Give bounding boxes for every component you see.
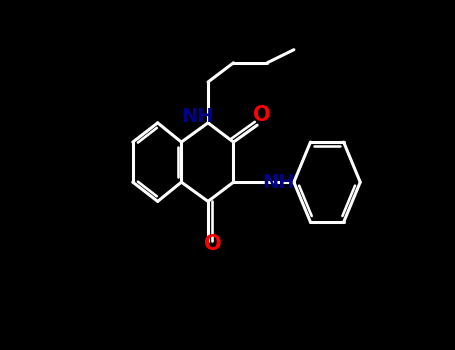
Text: O: O bbox=[204, 234, 222, 254]
Text: NH: NH bbox=[262, 173, 295, 192]
Text: NH: NH bbox=[182, 107, 214, 126]
Text: O: O bbox=[253, 105, 271, 125]
